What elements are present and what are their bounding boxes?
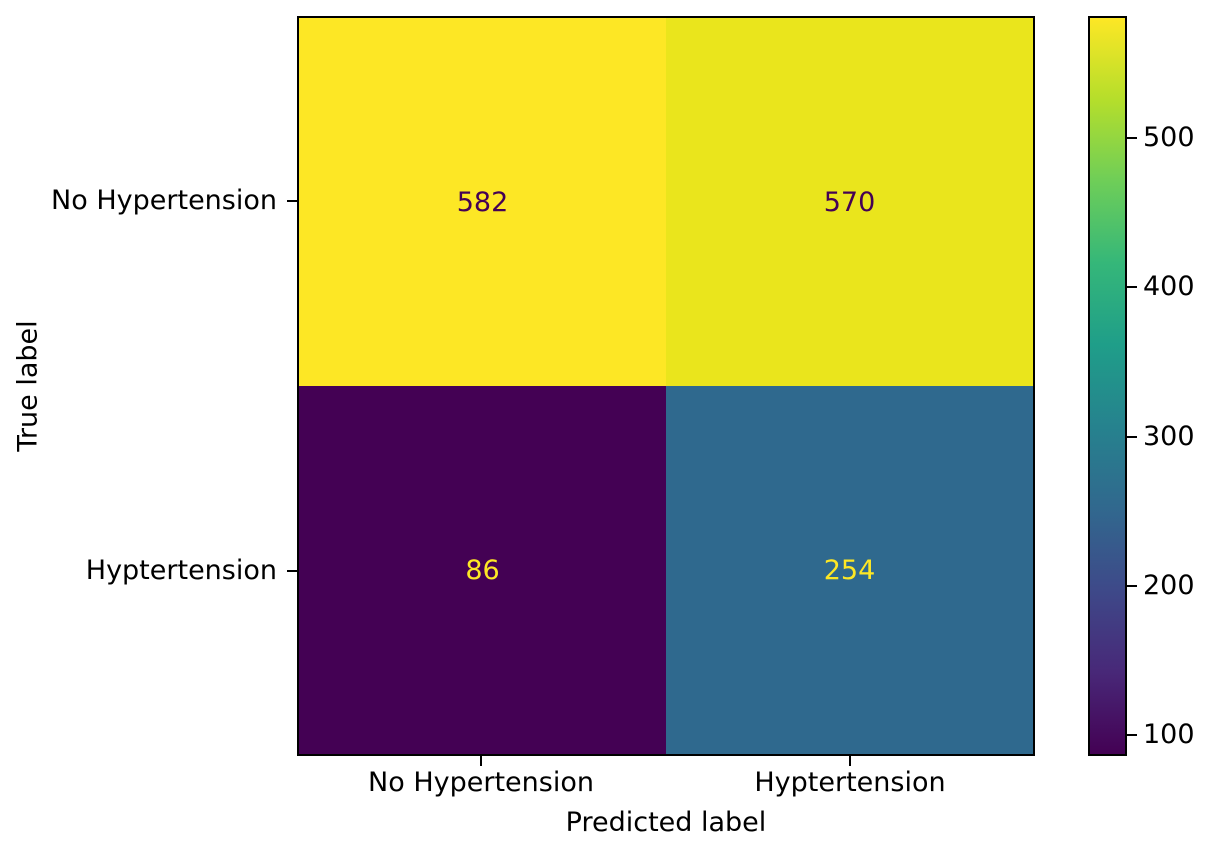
y-tick-mark <box>287 570 297 572</box>
colorbar-tick-label-300: 300 <box>1143 421 1195 452</box>
colorbar-tick-label-200: 200 <box>1143 570 1195 601</box>
colorbar-tick-label-500: 500 <box>1143 122 1195 153</box>
cell-true-neg: 582 <box>299 18 666 386</box>
colorbar-gradient <box>1088 16 1127 756</box>
colorbar-tick-label-100: 100 <box>1143 719 1195 750</box>
colorbar-tick-mark <box>1127 436 1137 438</box>
colorbar-tick-mark <box>1127 137 1137 139</box>
y-tick-label-hypertension: Hyptertension <box>85 555 277 586</box>
y-axis-title: True label <box>12 320 44 452</box>
colorbar-tick-mark <box>1127 585 1137 587</box>
y-tick-label-no-hypertension: No Hypertension <box>51 185 277 216</box>
x-tick-mark <box>849 756 851 766</box>
x-tick-mark <box>480 756 482 766</box>
colorbar-tick-mark <box>1127 286 1137 288</box>
cell-false-pos: 570 <box>666 18 1033 386</box>
cell-false-neg: 86 <box>299 386 666 754</box>
colorbar-tick-label-400: 400 <box>1143 271 1195 302</box>
heatmap-plot-area: 582 570 86 254 <box>297 16 1035 756</box>
x-tick-label-no-hypertension: No Hypertension <box>368 767 594 798</box>
y-tick-mark <box>287 200 297 202</box>
cell-true-pos: 254 <box>666 386 1033 754</box>
colorbar-tick-mark <box>1127 734 1137 736</box>
x-tick-label-hypertension: Hyptertension <box>754 767 946 798</box>
x-axis-title: Predicted label <box>565 807 767 838</box>
